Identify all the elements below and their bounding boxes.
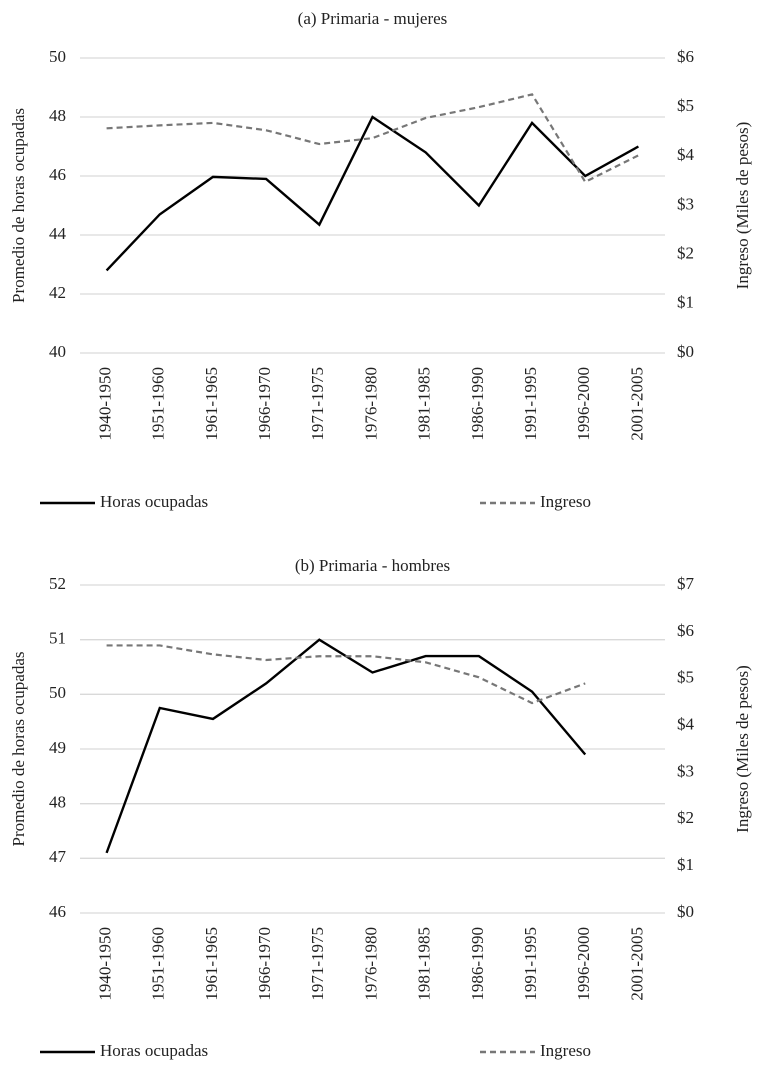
y2-tick-label: $4 — [677, 714, 695, 733]
y2-tick-label: $6 — [677, 621, 694, 640]
y2-tick-label: $4 — [677, 145, 695, 164]
y-tick-label: 44 — [49, 224, 67, 243]
y2-tick-label: $7 — [677, 574, 695, 593]
y2-tick-label: $2 — [677, 244, 694, 263]
x-tick-label: 1976-1980 — [361, 367, 380, 441]
x-tick-label: 1986-1990 — [468, 367, 487, 441]
x-tick-label: 1991-1995 — [521, 927, 540, 1001]
y2-tick-label: $5 — [677, 668, 694, 687]
series-line — [106, 644, 586, 705]
y-tick-label: 49 — [49, 738, 66, 757]
series-line — [105, 115, 639, 272]
legend-label: Ingreso — [540, 492, 591, 511]
x-tick-label: 1986-1990 — [468, 927, 487, 1001]
y2-tick-label: $3 — [677, 761, 694, 780]
y-tick-label: 48 — [49, 106, 66, 125]
y2-axis-label: Ingreso (Miles de pesos) — [733, 122, 752, 290]
x-tick-label: 2001-2005 — [627, 367, 646, 441]
y-axis-label: Promedio de horas ocupadas — [9, 108, 28, 303]
x-tick-label: 1966-1970 — [255, 927, 274, 1001]
x-tick-label: 1940-1950 — [95, 927, 114, 1001]
x-tick-label: 2001-2005 — [627, 927, 646, 1001]
x-tick-label: 1991-1995 — [521, 367, 540, 441]
y2-tick-label: $0 — [677, 902, 694, 921]
y2-tick-label: $5 — [677, 96, 694, 115]
x-tick-label: 1966-1970 — [255, 367, 274, 441]
legend-label: Horas ocupadas — [100, 492, 208, 511]
y-axis-label: Promedio de horas ocupadas — [9, 652, 28, 847]
x-tick-label: 1996-2000 — [574, 367, 593, 441]
y2-tick-label: $6 — [677, 47, 694, 66]
y-tick-label: 42 — [49, 283, 66, 302]
y2-tick-label: $3 — [677, 194, 694, 213]
y2-tick-label: $1 — [677, 293, 694, 312]
series-line — [105, 638, 587, 854]
y-tick-label: 50 — [49, 683, 66, 702]
y-tick-label: 46 — [49, 902, 66, 921]
x-tick-label: 1981-1985 — [415, 927, 434, 1001]
y-tick-label: 52 — [49, 574, 66, 593]
y-tick-label: 48 — [49, 793, 66, 812]
x-tick-label: 1976-1980 — [361, 927, 380, 1001]
y-tick-label: 51 — [49, 629, 66, 648]
x-tick-label: 1961-1965 — [202, 927, 221, 1001]
y2-tick-label: $2 — [677, 808, 694, 827]
x-tick-label: 1996-2000 — [574, 927, 593, 1001]
x-tick-label: 1961-1965 — [202, 367, 221, 441]
x-tick-label: 1951-1960 — [149, 927, 168, 1001]
y-tick-label: 50 — [49, 47, 66, 66]
y-tick-label: 47 — [49, 847, 67, 866]
y-tick-label: 46 — [49, 165, 66, 184]
y2-tick-label: $1 — [677, 855, 694, 874]
chart-title: (a) Primaria - mujeres — [298, 9, 448, 28]
y2-tick-label: $0 — [677, 342, 694, 361]
x-tick-label: 1971-1975 — [308, 927, 327, 1001]
x-tick-label: 1951-1960 — [149, 367, 168, 441]
legend-label: Horas ocupadas — [100, 1041, 208, 1060]
x-tick-label: 1971-1975 — [308, 367, 327, 441]
chart-title: (b) Primaria - hombres — [295, 556, 450, 575]
y-tick-label: 40 — [49, 342, 66, 361]
x-tick-label: 1981-1985 — [415, 367, 434, 441]
y2-axis-label: Ingreso (Miles de pesos) — [733, 665, 752, 833]
legend-label: Ingreso — [540, 1041, 591, 1060]
series-line — [106, 93, 639, 184]
x-tick-label: 1940-1950 — [95, 367, 114, 441]
